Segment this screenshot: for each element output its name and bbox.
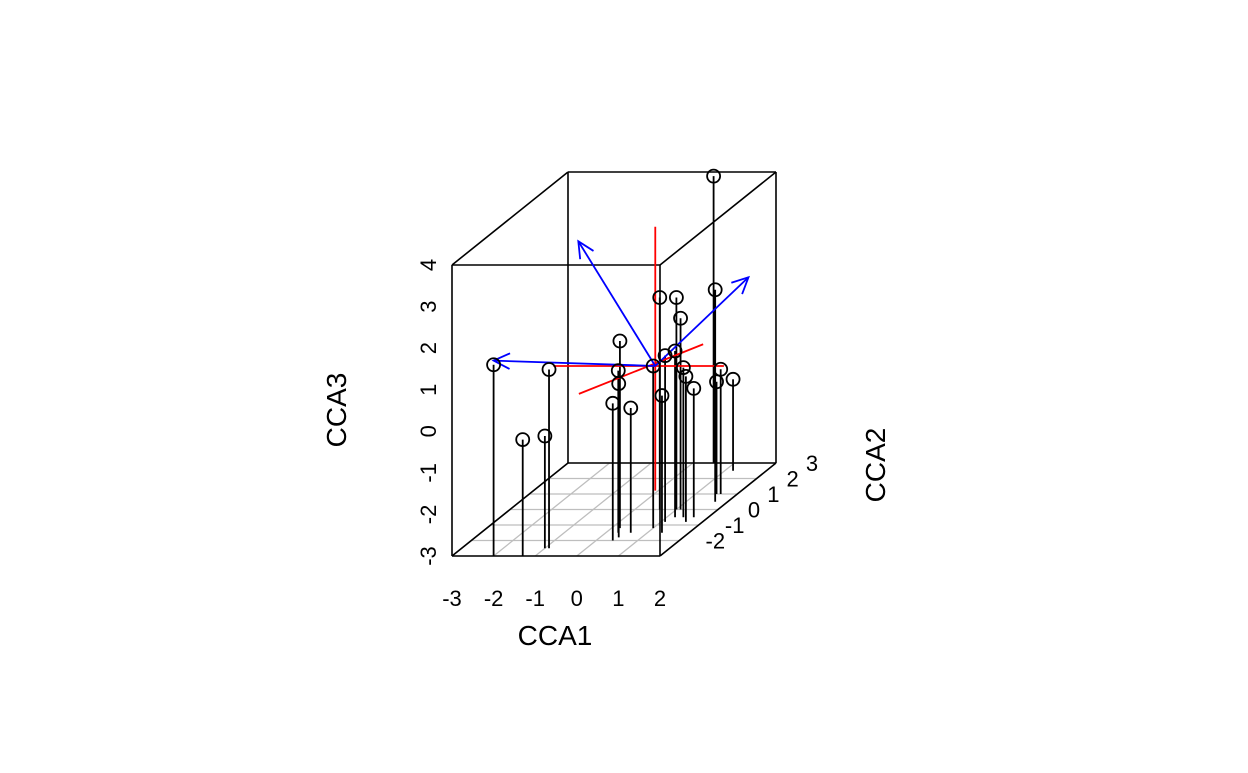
data-point (652, 290, 668, 305)
z-tick-label: 2 (416, 342, 441, 354)
drop-lines (492, 176, 734, 556)
y-tick-label: -2 (706, 529, 726, 554)
y-tick-label: 1 (767, 482, 779, 507)
data-point (709, 374, 724, 390)
z-tick-label: -3 (416, 546, 441, 566)
y-tick-label: 3 (806, 451, 818, 476)
data-point (675, 360, 691, 375)
data-point (707, 282, 723, 298)
box-edge (659, 171, 777, 266)
data-point (654, 388, 670, 403)
arrow-head (731, 275, 750, 295)
biplot-vector (493, 359, 656, 367)
centroid-axis-y (578, 343, 704, 395)
z-tick-label: 0 (416, 425, 441, 437)
data-point (623, 400, 639, 416)
biplot-vector (577, 240, 657, 367)
data-point (725, 371, 741, 387)
data-point (605, 395, 621, 411)
x-tick-label: -3 (442, 586, 462, 611)
points (486, 168, 741, 448)
data-point (537, 428, 553, 444)
data-point (686, 380, 702, 396)
data-point (612, 333, 628, 349)
z-tick-label: 4 (416, 259, 441, 271)
z-tick-label: -1 (416, 463, 441, 483)
floor-grid (451, 462, 777, 557)
data-point (706, 168, 721, 184)
data-point (541, 362, 557, 377)
box-edge (659, 462, 777, 557)
x-tick-label: 1 (612, 586, 624, 611)
data-point (669, 290, 684, 305)
data-point (657, 348, 673, 364)
z-axis-title: CCA3 (321, 373, 352, 448)
data-point (678, 368, 694, 384)
x-tick-label: -2 (484, 586, 504, 611)
x-tick-label: 0 (571, 586, 583, 611)
arrow-head (491, 352, 511, 370)
z-tick-label: 3 (416, 300, 441, 312)
data-point (611, 376, 627, 391)
z-tick-label: -2 (416, 505, 441, 525)
data-point (645, 358, 661, 374)
box-front-edges (451, 171, 777, 557)
y-axis-title: CCA2 (860, 428, 891, 503)
biplot-vectors (491, 239, 750, 370)
data-point (515, 432, 531, 448)
x-axis-ticks: -3 -2 -1 0 1 2 (442, 586, 666, 611)
x-tick-label: 2 (654, 586, 666, 611)
z-tick-label: 1 (416, 384, 441, 396)
centroid-cross (553, 226, 724, 491)
y-tick-label: 0 (748, 498, 760, 523)
x-tick-label: -1 (525, 586, 545, 611)
arrow-head (577, 239, 594, 260)
y-tick-label: -1 (725, 513, 745, 538)
y-tick-label: 2 (787, 467, 799, 492)
data-point (486, 357, 502, 373)
box-edge (451, 171, 569, 266)
data-point (673, 310, 688, 326)
z-axis-ticks: -3 -2 -1 0 1 2 3 4 (416, 259, 441, 566)
x-axis-title: CCA1 (518, 620, 593, 651)
